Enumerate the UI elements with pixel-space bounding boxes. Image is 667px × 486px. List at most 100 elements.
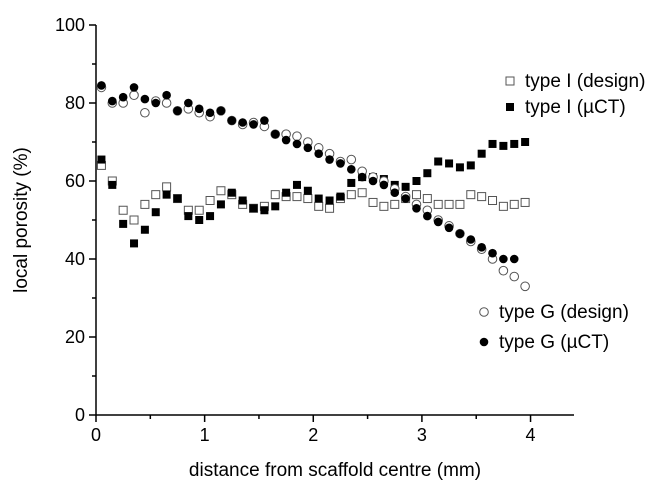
data-point [292,139,302,149]
data-point [260,116,269,125]
data-point [499,141,508,150]
x-tick-label: 3 [417,425,427,445]
data-point [271,202,280,211]
data-point [412,204,421,213]
data-point [455,199,465,209]
data-point [162,190,171,199]
data-point [140,107,150,118]
data-point [118,205,128,215]
legend-marker [506,103,514,111]
data-point [314,194,323,203]
data-point [509,254,519,264]
data-point [477,243,486,252]
data-point [368,176,378,186]
data-point [509,271,520,282]
data-point [184,98,193,108]
data-point [129,90,139,100]
series-type-i-uct [97,138,530,248]
data-point [466,161,475,170]
data-point [173,106,182,116]
data-point [434,157,443,166]
data-point [422,194,432,204]
data-point [466,235,476,244]
data-point [433,217,443,227]
legend-marker [479,337,489,347]
x-tick-label: 1 [200,425,210,445]
legend-marker [505,76,515,86]
legend-entry: type G (µCT) [479,332,609,353]
data-point [444,199,454,209]
data-point [129,215,139,225]
y-tick-label: 40 [65,249,85,269]
data-point [488,139,497,148]
data-point [412,177,421,185]
data-point [411,190,421,200]
data-point [292,131,302,141]
data-point [336,192,345,201]
data-point [433,199,443,209]
data-point [498,201,508,211]
data-point [336,159,345,168]
x-tick-label: 0 [91,425,101,445]
data-point [151,98,161,108]
data-point [346,154,357,165]
data-point [162,182,172,192]
data-point [249,204,258,213]
data-point [270,129,280,139]
data-point [292,192,302,202]
data-point [108,180,117,189]
data-point [520,281,530,292]
data-point [205,196,215,205]
legend-label: type I (µCT) [525,97,626,118]
y-tick-label: 20 [65,327,85,347]
data-point [270,190,280,200]
data-point [510,139,519,148]
data-point [325,155,334,164]
data-point [292,180,301,189]
data-point [97,155,106,164]
data-point [499,254,508,264]
data-point [118,92,128,102]
data-point [130,239,139,248]
data-point [97,81,106,90]
data-point [184,212,193,221]
data-point [488,248,497,258]
data-point [357,188,367,198]
data-point [509,199,519,209]
x-ticks: 0 1 2 3 4 [91,415,536,445]
data-point [314,201,324,211]
data-point [477,149,486,158]
data-point [303,143,313,153]
data-point [162,90,171,100]
y-axis-label: local porosity (%) [11,147,32,293]
legend-entry: type G (design) [479,302,629,323]
data-point [119,219,128,228]
plot-area [96,81,530,292]
data-point [216,200,225,209]
data-point [347,178,356,187]
data-point [379,201,389,211]
legend-label: type I (design) [525,71,645,92]
data-point [206,212,215,221]
series-type-i-design [96,160,530,225]
y-tick-label: 0 [75,405,85,425]
data-point [303,194,313,204]
series-type-g-design [96,82,530,292]
data-point [445,159,454,168]
data-point [161,98,172,108]
data-point [194,104,204,114]
x-axis-label: distance from scaffold centre (mm) [189,460,481,481]
x-tick-label: 2 [308,425,318,445]
data-point [477,192,487,202]
data-point [368,197,378,207]
data-point [488,196,498,205]
data-point [455,163,464,172]
data-point [107,96,117,106]
data-point [444,223,454,233]
data-point [401,182,410,191]
data-point [325,203,335,213]
data-point [390,188,400,197]
data-point [216,106,226,116]
data-point [140,94,150,104]
